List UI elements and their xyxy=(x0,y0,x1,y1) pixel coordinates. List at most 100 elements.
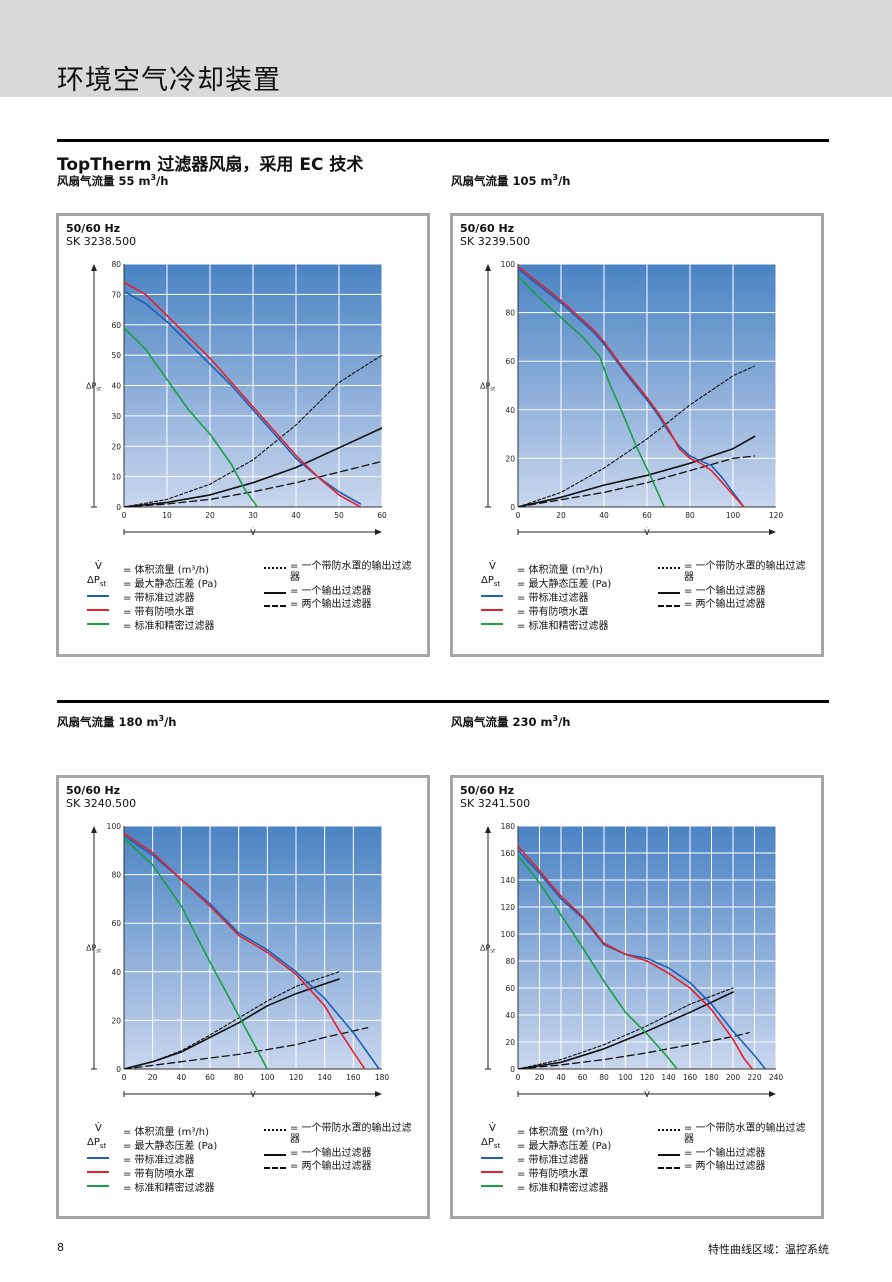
x-tick-label: 20 xyxy=(148,1073,158,1082)
series-line-green xyxy=(518,854,678,1069)
y-tick-label: 0 xyxy=(116,503,121,512)
legend-swatch-blue xyxy=(481,1157,503,1159)
chart-subtitle: 风扇气流量 180 m3/h xyxy=(57,714,177,729)
legend-swatch-dotted xyxy=(264,567,286,569)
x-arrow-head xyxy=(375,1091,382,1097)
y-tick-label: 80 xyxy=(111,260,121,269)
x-tick-label: 180 xyxy=(375,1073,390,1082)
x-tick-label: 0 xyxy=(122,1073,127,1082)
x-tick-label: 80 xyxy=(685,511,695,520)
series-line-red xyxy=(518,265,745,507)
y-axis-label: ΔPst xyxy=(480,944,496,955)
legend-symbol: V̇ xyxy=(95,561,102,572)
legend-swatch-red xyxy=(481,1171,503,1173)
model-label: SK 3239.500 xyxy=(460,235,531,248)
legend-swatch-solid xyxy=(264,592,286,594)
x-tick-label: 20 xyxy=(556,511,566,520)
x-axis-label: V̇ xyxy=(644,527,650,537)
x-tick-label: 240 xyxy=(769,1073,784,1082)
x-tick-label: 80 xyxy=(599,1073,609,1082)
x-tick-label: 40 xyxy=(556,1073,566,1082)
y-tick-label: 20 xyxy=(111,442,121,451)
legend-text: = 标准和精密过滤器 xyxy=(123,1183,215,1194)
legend-text: = 两个输出过滤器 xyxy=(684,1161,766,1172)
x-tick-label: 100 xyxy=(260,1073,275,1082)
x-tick-label: 160 xyxy=(683,1073,698,1082)
y-tick-label: 60 xyxy=(111,919,121,928)
legend: V̇ = 体积流量 (m³/h) ΔPst = 最大静态压差 (Pa) = 带标准过滤器… xyxy=(59,778,433,1222)
frequency-label: 50/60 Hz xyxy=(460,222,515,235)
legend-text: = 带有防喷水罩 xyxy=(517,607,589,618)
x-tick-label: 40 xyxy=(291,511,301,520)
legend-text: = 最大静态压差 (Pa) xyxy=(517,579,612,590)
chart-panel: 50/60 Hz SK 3240.500 0 20 40 60 80 100 120 140 160… xyxy=(56,775,430,1219)
legend-text: = 带有防喷水罩 xyxy=(517,1169,589,1180)
series-line-green xyxy=(124,327,259,507)
y-tick-label: 50 xyxy=(111,351,121,360)
x-tick-label: 180 xyxy=(704,1073,719,1082)
x-tick-label: 60 xyxy=(377,511,387,520)
legend-symbol: ΔPst xyxy=(481,1137,501,1150)
y-tick-label: 0 xyxy=(116,1065,121,1074)
x-tick-label: 220 xyxy=(747,1073,762,1082)
legend-swatch-solid xyxy=(658,1154,680,1156)
y-tick-label: 100 xyxy=(501,260,516,269)
legend-swatch-dashed xyxy=(658,605,680,607)
legend-swatch-blue xyxy=(481,595,503,597)
y-axis-label: ΔPst xyxy=(480,382,496,393)
legend-swatch-dotted xyxy=(658,567,680,569)
legend-text: = 体积流量 (m³/h) xyxy=(123,565,209,576)
legend-text: = 体积流量 (m³/h) xyxy=(123,1127,209,1138)
legend-symbol: ΔPst xyxy=(481,575,501,588)
legend-swatch-dashed xyxy=(264,1167,286,1169)
legend-swatch-red xyxy=(87,609,109,611)
legend-swatch-red xyxy=(87,1171,109,1173)
legend-text: = 一个输出过滤器 xyxy=(290,1148,372,1159)
x-tick-label: 100 xyxy=(618,1073,633,1082)
y-tick-label: 100 xyxy=(501,930,516,939)
legend-swatch-dotted xyxy=(264,1129,286,1131)
chart-subtitle: 风扇气流量 55 m3/h xyxy=(57,173,169,188)
legend: V̇ = 体积流量 (m³/h) ΔPst = 最大静态压差 (Pa) = 带标准过滤器… xyxy=(453,778,827,1222)
curves xyxy=(518,845,767,1069)
legend-swatch-blue xyxy=(87,1157,109,1159)
x-tick-label: 140 xyxy=(661,1073,676,1082)
legend-symbol: V̇ xyxy=(489,1123,496,1134)
legend-symbol: V̇ xyxy=(95,1123,102,1134)
y-tick-label: 40 xyxy=(505,406,515,415)
legend-text: = 最大静态压差 (Pa) xyxy=(123,579,218,590)
x-tick-label: 80 xyxy=(234,1073,244,1082)
y-tick-label: 80 xyxy=(111,871,121,880)
legend-symbol: V̇ xyxy=(489,561,496,572)
header-band xyxy=(0,0,892,97)
y-arrow-head xyxy=(91,826,97,833)
legend-text: = 带标准过滤器 xyxy=(123,593,195,604)
y-tick-label: 10 xyxy=(111,473,121,482)
model-label: SK 3240.500 xyxy=(66,797,137,810)
legend-text: = 一个输出过滤器 xyxy=(684,1148,766,1159)
series-line-blue xyxy=(518,268,745,507)
x-tick-label: 30 xyxy=(248,511,258,520)
x-tick-label: 100 xyxy=(726,511,741,520)
curves xyxy=(518,265,756,507)
legend-swatch-dashed xyxy=(264,605,286,607)
legend-text: = 一个输出过滤器 xyxy=(684,586,766,597)
legend-text: = 带标准过滤器 xyxy=(123,1155,195,1166)
y-tick-label: 40 xyxy=(111,968,121,977)
y-tick-label: 160 xyxy=(501,849,516,858)
x-tick-label: 20 xyxy=(205,511,215,520)
y-tick-label: 60 xyxy=(505,357,515,366)
legend-swatch-green xyxy=(481,1185,503,1187)
series-line-blue xyxy=(124,834,380,1069)
legend-text: = 最大静态压差 (Pa) xyxy=(517,1141,612,1152)
curves xyxy=(124,281,382,507)
x-tick-label: 120 xyxy=(289,1073,304,1082)
x-tick-label: 50 xyxy=(334,511,344,520)
y-arrow-head xyxy=(91,264,97,271)
x-arrow-head xyxy=(769,1091,776,1097)
frequency-label: 50/60 Hz xyxy=(66,222,121,235)
series-line-red xyxy=(124,281,362,507)
section-title: TopTherm 过滤器风扇，采用 EC 技术 xyxy=(57,155,364,175)
x-tick-label: 120 xyxy=(769,511,784,520)
chart-svg: 0 20 40 60 80 100 120 140 160 180 200 220 240 0 20 40 60… xyxy=(480,822,784,1099)
